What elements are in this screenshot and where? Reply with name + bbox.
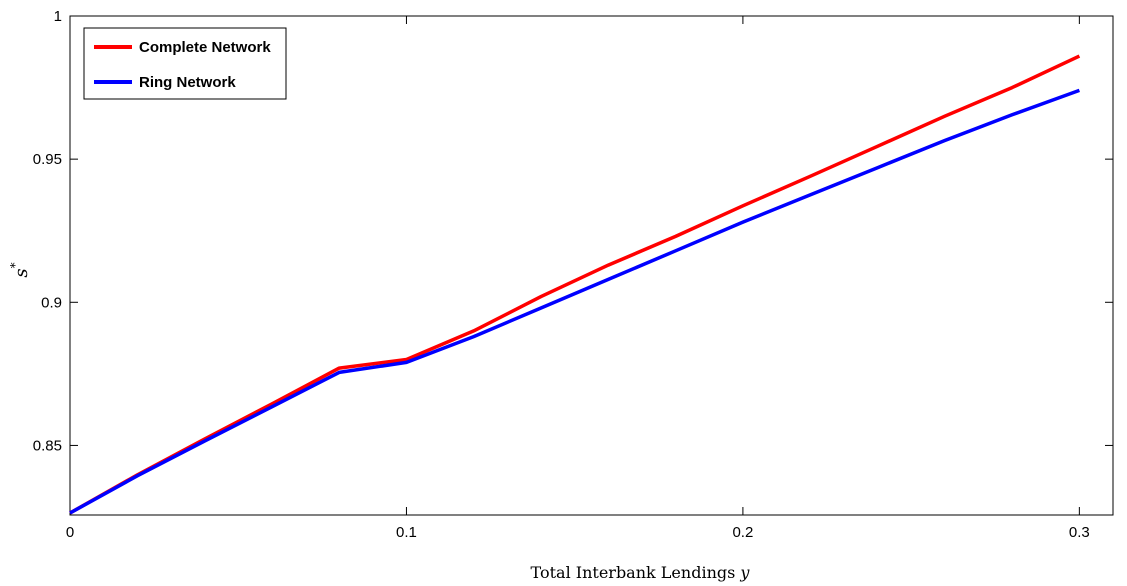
x-axis-label: Total Interbank Lendings y [531,563,751,582]
y-tick-label: 0.85 [33,437,62,454]
x-tick-label: 0.3 [1069,524,1090,541]
y-tick-label: 0.9 [41,294,62,311]
axis-ticks: 0 0.1 0.2 0.3 0.85 0.9 0.95 1 [33,8,1113,541]
y-tick-label: 0.95 [33,151,62,168]
series-lines [69,54,1081,515]
legend: Complete Network Ring Network [83,27,287,100]
x-tick-label: 0.1 [396,524,417,541]
legend-label-ring: Ring Network [139,74,236,91]
legend-box [83,27,287,100]
x-tick-label: 0.2 [732,524,753,541]
legend-label-complete: Complete Network [139,39,271,56]
y-tick-label: 1 [54,8,62,25]
y-axis-label: s* [8,262,32,277]
series-line-complete-network [69,54,1081,515]
series-line-ring-network [69,88,1080,515]
x-tick-label: 0 [66,524,74,541]
